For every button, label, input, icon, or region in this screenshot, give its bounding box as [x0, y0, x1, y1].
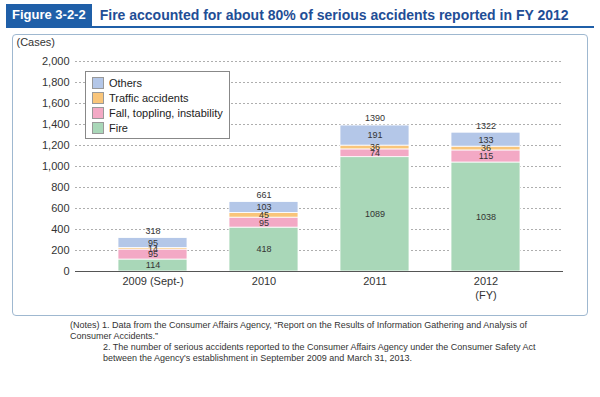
- svg-text:36: 36: [481, 143, 491, 153]
- svg-text:95: 95: [259, 217, 269, 228]
- svg-text:2,000: 2,000: [42, 55, 70, 67]
- svg-text:14: 14: [148, 243, 158, 254]
- svg-text:45: 45: [259, 210, 269, 221]
- svg-text:2010: 2010: [252, 275, 276, 287]
- svg-text:1390: 1390: [365, 113, 385, 123]
- svg-text:600: 600: [51, 202, 69, 214]
- svg-text:1089: 1089: [365, 209, 385, 219]
- html-text:Fire accounted for about 80% o: Fire accounted for about 80% of serious …: [99, 7, 569, 23]
- html-text:2. The number of serious accid: 2. The number of serious accidents repor…: [103, 342, 536, 363]
- svg-text:2011: 2011: [363, 275, 387, 287]
- svg-text:115: 115: [478, 151, 494, 162]
- svg-text:418: 418: [256, 244, 271, 254]
- svg-text:800: 800: [51, 181, 69, 193]
- svg-text:661: 661: [256, 190, 271, 200]
- html-text:Traffic accidents: Traffic accidents: [109, 91, 189, 104]
- html-text:Figure 3-2-2: Figure 3-2-2: [12, 7, 86, 22]
- svg-text:114: 114: [146, 260, 160, 270]
- svg-text:1322: 1322: [476, 121, 496, 131]
- svg-text:74: 74: [370, 148, 380, 159]
- svg-text:95: 95: [148, 249, 158, 260]
- svg-text:(FY): (FY): [475, 289, 496, 301]
- svg-text:0: 0: [63, 265, 69, 277]
- svg-text:200: 200: [51, 244, 69, 256]
- svg-text:(Cases): (Cases): [17, 36, 56, 48]
- svg-text:318: 318: [145, 226, 160, 236]
- svg-text:1038: 1038: [476, 212, 496, 222]
- html-text:Fall, toppling, instability: Fall, toppling, instability: [109, 106, 223, 119]
- svg-text:1,800: 1,800: [42, 76, 70, 88]
- svg-text:133: 133: [478, 135, 493, 145]
- html-text:(Notes) 1. Data from the Consu: (Notes) 1. Data from the Consumer Affair…: [70, 320, 527, 341]
- svg-text:400: 400: [51, 223, 69, 235]
- svg-text:1,400: 1,400: [42, 118, 70, 130]
- svg-text:1,600: 1,600: [42, 97, 70, 109]
- svg-text:2012: 2012: [474, 275, 498, 287]
- svg-text:95: 95: [148, 238, 158, 248]
- svg-text:36: 36: [370, 142, 380, 152]
- svg-text:103: 103: [256, 202, 271, 212]
- html-text:Fire: Fire: [109, 121, 128, 134]
- html-text:Others: Others: [109, 76, 142, 89]
- svg-text:1,000: 1,000: [42, 160, 70, 172]
- svg-text:191: 191: [367, 130, 382, 140]
- svg-text:2009 (Sept-): 2009 (Sept-): [122, 275, 183, 287]
- svg-text:1,200: 1,200: [42, 139, 70, 151]
